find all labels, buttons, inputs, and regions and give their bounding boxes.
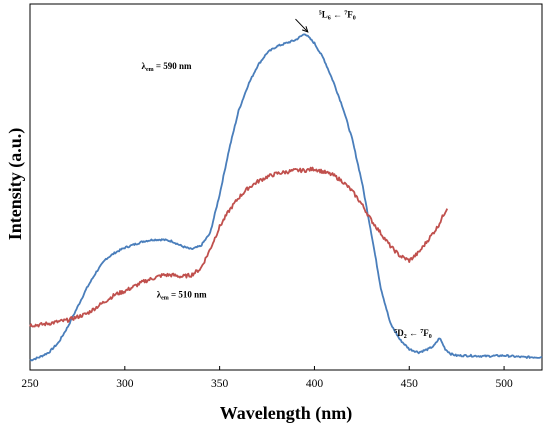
annotation-3: 5L6 ← 7F0 [319, 9, 356, 21]
x-axis-title: Wavelength (nm) [220, 403, 353, 424]
annotation-1: λem = 590 nm [142, 61, 192, 73]
x-tick-label: 250 [21, 378, 39, 390]
series-line-2 [29, 166, 449, 328]
annotation-2: λem = 510 nm [157, 290, 207, 302]
x-tick-label: 500 [495, 378, 513, 390]
series-line-1 [29, 33, 543, 362]
plot-frame [29, 3, 543, 371]
peak-arrow [295, 18, 309, 33]
x-axis-ticks: 250 300 350 400 450 500 [21, 366, 513, 390]
y-axis-title: Intensity (a.u.) [5, 128, 26, 241]
peak-arrow-head [302, 26, 309, 33]
series-layer [29, 33, 543, 362]
x-tick-label: 350 [211, 378, 229, 390]
annotation-4: 5D2 ← 7F0 [394, 328, 432, 340]
annotations: λem = 590 nm λem = 510 nm 5L6 ← 7F0 5D2 ← 7… [142, 9, 432, 340]
x-tick-label: 300 [116, 378, 134, 390]
x-tick-label: 400 [306, 378, 324, 390]
x-tick-label: 450 [401, 378, 419, 390]
